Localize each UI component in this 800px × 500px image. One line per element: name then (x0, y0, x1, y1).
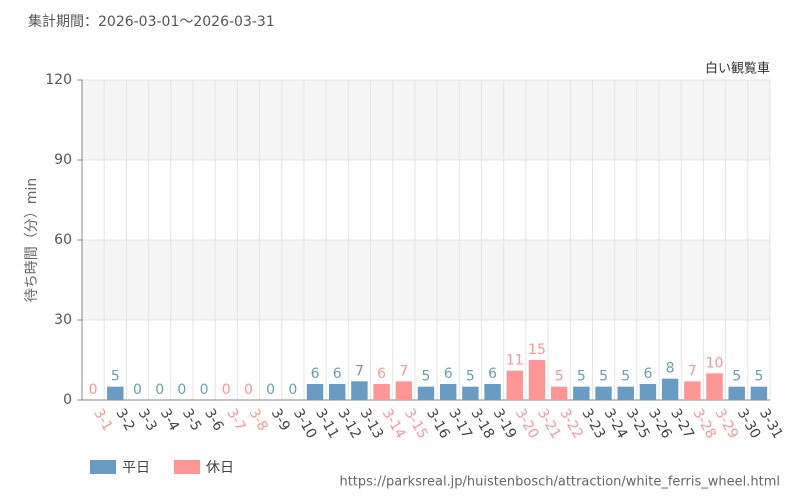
bar (484, 384, 501, 400)
bar (684, 381, 701, 400)
bar (395, 381, 413, 400)
bar (706, 373, 723, 400)
y-tick-label: 60 (54, 232, 72, 248)
bar (550, 386, 568, 400)
x-tick-label: 3-5 (179, 406, 204, 434)
x-tick-label: 3-9 (268, 406, 293, 434)
bar (595, 386, 612, 400)
bar (329, 384, 346, 400)
legend-label: 休日 (206, 460, 234, 476)
plot-band (82, 240, 770, 320)
value-label: 5 (621, 369, 630, 385)
bar (750, 386, 768, 400)
value-label: 6 (377, 366, 386, 382)
x-tick-label: 3-2 (112, 406, 137, 434)
bar (373, 384, 390, 400)
bar (417, 386, 435, 400)
value-label: 7 (688, 363, 697, 379)
value-label: 5 (732, 369, 741, 385)
value-label: 5 (111, 369, 120, 385)
bar (351, 381, 368, 400)
value-label: 5 (577, 369, 586, 385)
value-label: 0 (200, 382, 209, 398)
bar (661, 378, 679, 400)
source: https://parksreal.jp/huistenbosch/attrac… (339, 475, 780, 490)
y-tick-label: 90 (54, 152, 72, 168)
bar (506, 370, 523, 400)
value-label: 6 (488, 366, 497, 382)
chart-title: 集計期間：2026-03-01～2026-03-31 (28, 13, 275, 30)
bar (573, 386, 590, 400)
x-tick-label: 3-31 (756, 406, 786, 442)
value-label: 0 (177, 382, 186, 398)
value-label: 11 (506, 353, 524, 369)
bar (528, 360, 546, 400)
value-label: 5 (599, 369, 608, 385)
chart-subtitle: 白い観覧車 (705, 61, 770, 77)
x-tick-label: 3-4 (157, 406, 182, 434)
value-label: 6 (333, 366, 342, 382)
value-label: 7 (355, 363, 364, 379)
x-tick-label: 3-3 (135, 406, 160, 434)
legend-label: 平日 (122, 460, 150, 476)
x-tick-label: 3-1 (90, 406, 115, 434)
value-label: 0 (155, 382, 164, 398)
plot-band (82, 80, 770, 160)
legend-swatch (174, 460, 200, 474)
value-label: 0 (266, 382, 275, 398)
bar (728, 386, 745, 400)
value-label: 6 (444, 366, 453, 382)
x-tick-label: 3-8 (246, 406, 271, 434)
bar (462, 386, 479, 400)
value-label: 0 (288, 382, 297, 398)
value-label: 15 (528, 342, 546, 358)
value-label: 5 (466, 369, 475, 385)
value-label: 5 (555, 369, 564, 385)
bar (617, 386, 634, 400)
value-label: 5 (754, 369, 763, 385)
value-label: 10 (706, 355, 724, 371)
legend-swatch (90, 460, 116, 474)
x-tick-label: 3-7 (223, 406, 248, 434)
y-tick-label: 120 (45, 72, 72, 88)
y-axis-label: 待ち時間（分）min (24, 178, 40, 302)
value-label: 8 (666, 361, 675, 377)
bar (439, 384, 457, 400)
value-label: 0 (133, 382, 142, 398)
x-tick-label: 3-6 (201, 406, 226, 434)
y-tick-label: 30 (54, 312, 72, 328)
value-label: 6 (311, 366, 320, 382)
value-label: 5 (422, 369, 431, 385)
y-tick-label: 0 (63, 392, 72, 408)
value-label: 0 (89, 382, 98, 398)
value-label: 0 (244, 382, 253, 398)
value-label: 7 (399, 363, 408, 379)
bar (306, 384, 324, 400)
bar (107, 386, 124, 400)
bar (639, 384, 657, 400)
value-label: 0 (222, 382, 231, 398)
value-label: 6 (643, 366, 652, 382)
